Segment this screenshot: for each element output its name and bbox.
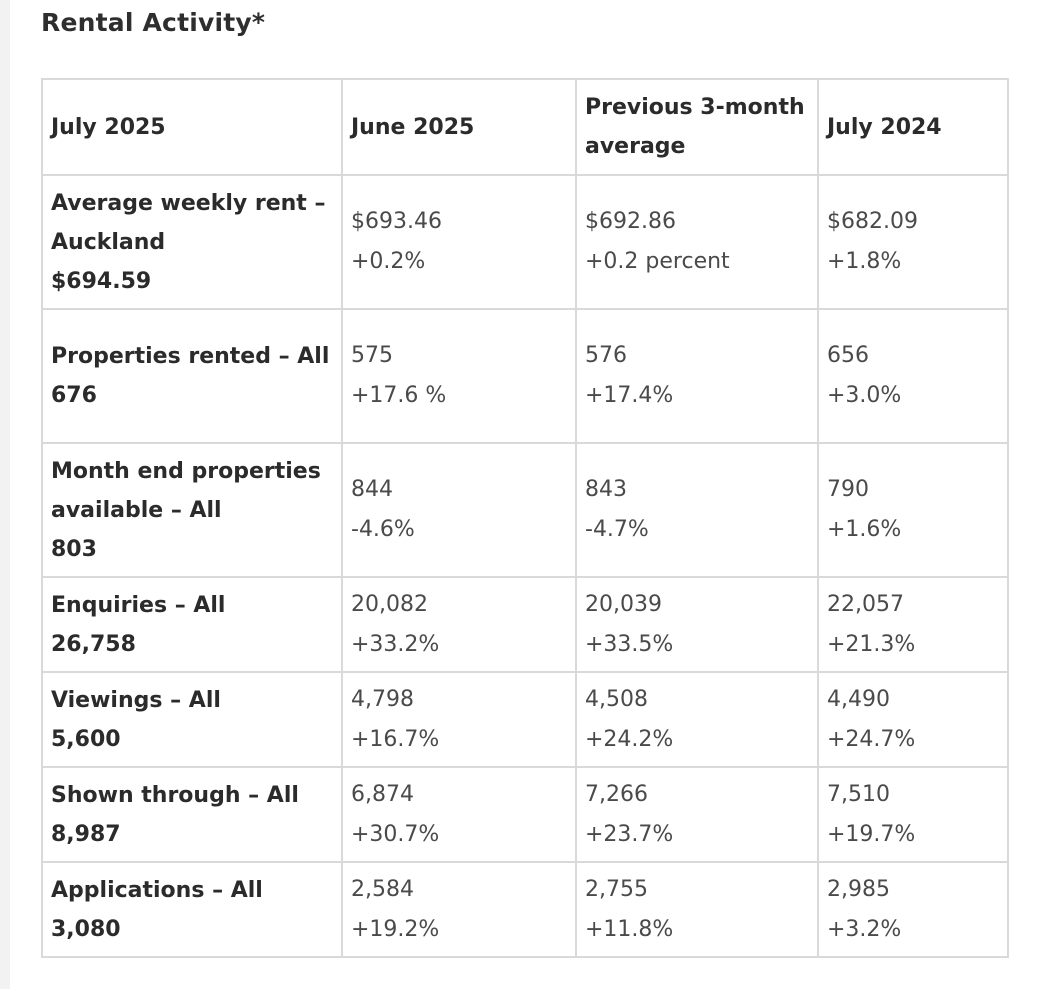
data-cell: 656 +3.0% <box>817 308 1009 444</box>
row-label-cell: Shown through – All 8,987 <box>41 766 343 863</box>
cell-value: 576 <box>585 343 627 368</box>
cell-value: $693.46 <box>351 209 442 234</box>
row-label: Applications – All <box>51 877 263 903</box>
cell-change: +3.0% <box>827 383 902 408</box>
data-cell: 7,266 +23.7% <box>575 766 819 863</box>
row-label-cell: Viewings – All 5,600 <box>41 671 343 768</box>
data-cell: 4,508 +24.2% <box>575 671 819 768</box>
header-cell: July 2024 <box>817 78 1009 176</box>
content-card: Rental Activity* July 2025 June 2025 Pre… <box>10 0 1047 989</box>
row-label: Shown through – All <box>51 782 299 808</box>
cell-value: 7,266 <box>585 781 648 807</box>
data-cell: 20,082 +33.2% <box>341 576 577 673</box>
row-value: 803 <box>51 536 97 562</box>
cell-change: +30.7% <box>351 821 440 847</box>
cell-change: +24.7% <box>827 726 916 752</box>
table-row: Viewings – All 5,600 4,798 +16.7% 4,508 … <box>41 671 1009 768</box>
row-label-cell: Applications – All 3,080 <box>41 861 343 958</box>
row-label-cell: Average weekly rent – Auckland $694.59 <box>41 174 343 310</box>
cell-change: +33.5% <box>585 631 674 657</box>
cell-change: +0.2 percent <box>585 249 730 274</box>
row-label: Average weekly rent – Auckland <box>51 190 326 255</box>
row-value: 8,987 <box>51 821 121 847</box>
cell-value: 2,985 <box>827 876 890 902</box>
row-label-cell: Properties rented – All 676 <box>41 308 343 444</box>
cell-value: $682.09 <box>827 209 918 234</box>
cell-value: 2,755 <box>585 876 648 902</box>
data-cell: 20,039 +33.5% <box>575 576 819 673</box>
cell-change: +1.8% <box>827 249 902 274</box>
cell-value: 20,039 <box>585 591 662 617</box>
cell-value: 656 <box>827 343 869 368</box>
cell-value: 4,798 <box>351 686 414 712</box>
data-cell: 4,490 +24.7% <box>817 671 1009 768</box>
cell-value: 7,510 <box>827 781 890 807</box>
header-cell: July 2025 <box>41 78 343 176</box>
table-row: Enquiries – All 26,758 20,082 +33.2% 20,… <box>41 576 1009 673</box>
cell-value: 20,082 <box>351 591 428 617</box>
data-cell: 843 -4.7% <box>575 442 819 578</box>
cell-change: +23.7% <box>585 821 674 847</box>
data-cell: 2,985 +3.2% <box>817 861 1009 958</box>
data-cell: 790 +1.6% <box>817 442 1009 578</box>
cell-value: 4,490 <box>827 686 890 712</box>
rental-activity-table: July 2025 June 2025 Previous 3-month ave… <box>41 78 1009 958</box>
data-cell: 6,874 +30.7% <box>341 766 577 863</box>
row-value: 5,600 <box>51 726 121 752</box>
data-cell: 2,584 +19.2% <box>341 861 577 958</box>
cell-change: -4.6% <box>351 517 415 542</box>
row-label: Viewings – All <box>51 687 221 713</box>
cell-value: 844 <box>351 477 393 502</box>
row-label-cell: Month end properties available – All 803 <box>41 442 343 578</box>
cell-change: +19.2% <box>351 916 440 942</box>
cell-change: +17.6 % <box>351 383 447 408</box>
data-cell: 7,510 +19.7% <box>817 766 1009 863</box>
cell-value: 4,508 <box>585 686 648 712</box>
row-value: 676 <box>51 383 97 408</box>
data-cell: 22,057 +21.3% <box>817 576 1009 673</box>
row-label: Properties rented – All <box>51 344 330 369</box>
cell-value: $692.86 <box>585 209 676 234</box>
cell-change: +33.2% <box>351 631 440 657</box>
cell-change: +19.7% <box>827 821 916 847</box>
data-cell: 576 +17.4% <box>575 308 819 444</box>
cell-value: 575 <box>351 343 393 368</box>
header-cell: Previous 3-month average <box>575 78 819 176</box>
cell-change: +17.4% <box>585 383 674 408</box>
data-cell: 4,798 +16.7% <box>341 671 577 768</box>
cell-value: 790 <box>827 477 869 502</box>
cell-change: +0.2% <box>351 249 426 274</box>
table-row: Shown through – All 8,987 6,874 +30.7% 7… <box>41 766 1009 863</box>
row-label: Enquiries – All <box>51 592 226 618</box>
data-cell: $692.86 +0.2 percent <box>575 174 819 310</box>
cell-change: -4.7% <box>585 517 649 542</box>
page-title: Rental Activity* <box>41 8 266 37</box>
data-cell: 844 -4.6% <box>341 442 577 578</box>
data-cell: $693.46 +0.2% <box>341 174 577 310</box>
data-cell: $682.09 +1.8% <box>817 174 1009 310</box>
cell-change: +21.3% <box>827 631 916 657</box>
table-row: Properties rented – All 676 575 +17.6 % … <box>41 308 1009 444</box>
row-label: Month end properties available – All <box>51 458 321 523</box>
cell-change: +1.6% <box>827 517 902 542</box>
row-value: 26,758 <box>51 631 136 657</box>
row-label-cell: Enquiries – All 26,758 <box>41 576 343 673</box>
table-row: Month end properties available – All 803… <box>41 442 1009 578</box>
row-value: $694.59 <box>51 268 152 294</box>
row-value: 3,080 <box>51 916 121 942</box>
table-row: Applications – All 3,080 2,584 +19.2% 2,… <box>41 861 1009 958</box>
cell-change: +3.2% <box>827 916 902 942</box>
header-row: July 2025 June 2025 Previous 3-month ave… <box>41 78 1009 176</box>
cell-value: 6,874 <box>351 781 414 807</box>
cell-change: +16.7% <box>351 726 440 752</box>
header-cell: June 2025 <box>341 78 577 176</box>
cell-change: +24.2% <box>585 726 674 752</box>
table-row: Average weekly rent – Auckland $694.59 $… <box>41 174 1009 310</box>
data-cell: 2,755 +11.8% <box>575 861 819 958</box>
data-cell: 575 +17.6 % <box>341 308 577 444</box>
cell-value: 22,057 <box>827 591 904 617</box>
cell-value: 2,584 <box>351 876 414 902</box>
cell-value: 843 <box>585 477 627 502</box>
cell-change: +11.8% <box>585 916 674 942</box>
